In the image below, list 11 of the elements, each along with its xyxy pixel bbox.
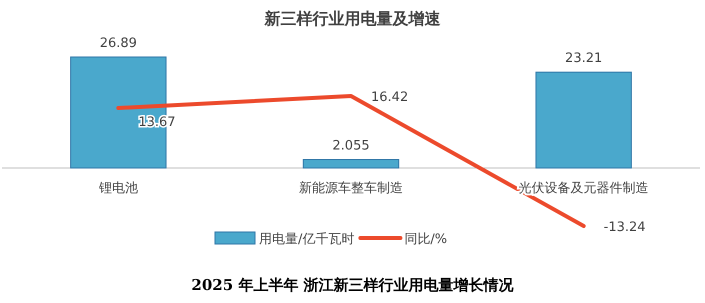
legend-label: 同比/% — [404, 232, 448, 247]
legend-label: 用电量/亿千瓦时 — [259, 232, 354, 247]
data-label: 2.055 — [332, 138, 370, 154]
x-tick-label: 锂电池 — [98, 181, 138, 196]
chart-title: 新三样行业用电量及增速 — [264, 9, 442, 28]
data-label: -13.24 — [604, 220, 646, 236]
text: 2025 年上半年 浙江新三样行业用电量增长情况 — [191, 276, 515, 294]
data-label: 16.42 — [371, 90, 408, 105]
data-label: 23.21 — [565, 51, 602, 66]
data-label: 26.89 — [100, 36, 137, 51]
x-tick-label: 新能源车整车制造 — [299, 181, 403, 196]
